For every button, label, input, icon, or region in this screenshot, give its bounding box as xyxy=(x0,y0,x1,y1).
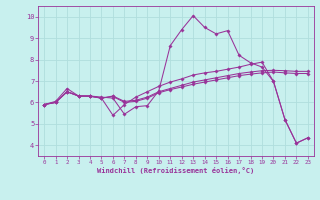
X-axis label: Windchill (Refroidissement éolien,°C): Windchill (Refroidissement éolien,°C) xyxy=(97,167,255,174)
